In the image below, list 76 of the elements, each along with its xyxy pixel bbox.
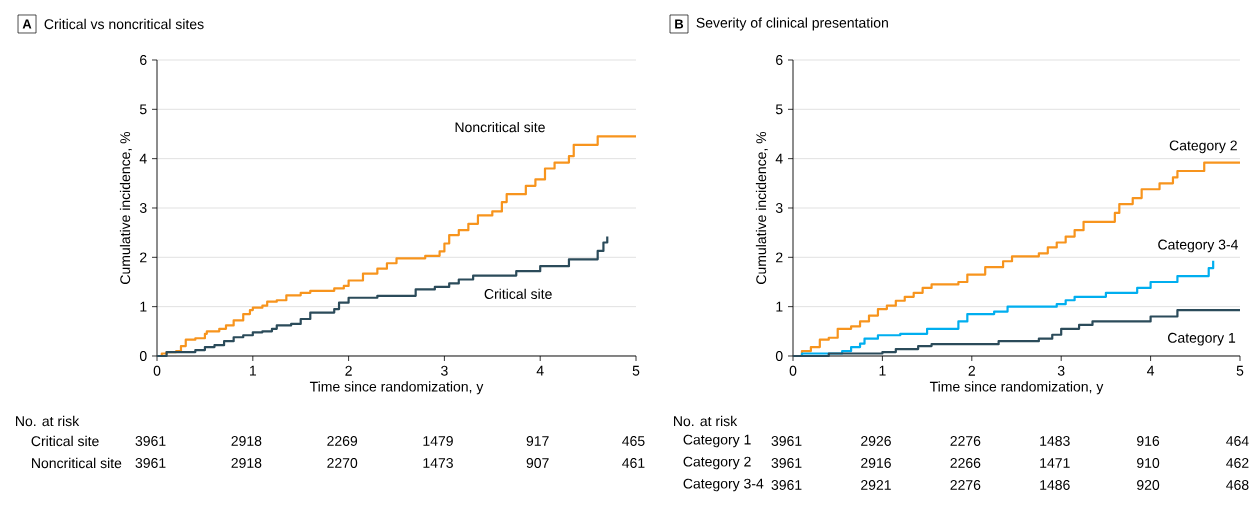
x-tick-label: 3 [1057, 365, 1065, 376]
x-axis-title: Time since randomization, y [929, 381, 1104, 395]
text: Category 3-4 [683, 478, 764, 492]
text: 3961 [771, 480, 802, 490]
x-tick-label: 0 [153, 365, 161, 376]
text: 3961 [135, 458, 166, 468]
y-tick-label: 2 [776, 252, 783, 263]
text: 2266 [950, 458, 981, 468]
text: 907 [526, 458, 549, 468]
text: 2276 [950, 436, 981, 446]
y-tick-label: 0 [775, 351, 783, 361]
x-tick-label: 0 [789, 365, 797, 376]
text: 917 [526, 436, 549, 446]
text: 465 [622, 436, 645, 446]
x-tick-label: 5 [632, 365, 640, 376]
text: 2276 [950, 480, 981, 490]
y-tick-label: 4 [139, 153, 147, 164]
x-tick-label: 1 [879, 365, 886, 376]
x-tick-label: 4 [536, 365, 544, 376]
x-tick-label: 5 [1236, 365, 1244, 376]
text: Noncritical site [455, 121, 545, 133]
x-tick-label: 2 [968, 365, 975, 376]
text: B [675, 19, 684, 29]
text: 462 [1226, 458, 1249, 468]
chart-title: Severity of clinical presentation [696, 17, 888, 31]
text: Noncritical site [32, 457, 122, 469]
series-label: Category 1 [1168, 332, 1236, 346]
text: 1483 [1040, 436, 1070, 446]
text: 2918 [231, 436, 262, 446]
text: No. at risk [16, 415, 80, 427]
y-tick-label: 3 [139, 203, 147, 213]
chart-title: Critical vs noncritical sites [44, 18, 204, 30]
text: 1471 [1040, 458, 1070, 468]
text: 468 [1226, 480, 1249, 490]
text: 910 [1137, 458, 1160, 468]
x-tick-label: 1 [249, 365, 257, 376]
text: 2269 [327, 436, 358, 446]
y-tick-label: 1 [776, 301, 783, 312]
y-tick-label: 5 [139, 104, 147, 115]
y-tick-label: 5 [775, 104, 783, 115]
text: Critical site [31, 435, 99, 447]
text: A [22, 19, 32, 29]
text: 464 [1226, 436, 1249, 446]
text: 2270 [327, 458, 358, 468]
y-tick-label: 6 [776, 55, 783, 65]
text: 461 [622, 458, 645, 468]
y-tick-label: 1 [140, 301, 147, 312]
y-tick-label: 3 [775, 203, 783, 213]
x-tick-label: 2 [345, 365, 352, 376]
text: 3961 [771, 436, 802, 446]
text: 920 [1137, 480, 1160, 490]
text: Category 2 [683, 456, 751, 470]
text: 3961 [135, 436, 166, 446]
text: 2918 [231, 458, 262, 468]
x-axis-title: Time since randomization, y [309, 381, 484, 395]
text: No. at risk [674, 415, 738, 427]
series-label: Critical site [484, 288, 552, 299]
x-tick-label: 4 [1147, 365, 1155, 376]
y-tick-label: 6 [140, 55, 147, 65]
text: 1479 [423, 436, 453, 446]
text: 1473 [423, 458, 453, 468]
y-tick-label: 0 [139, 351, 147, 361]
text: 2926 [861, 436, 891, 446]
text: Category 1 [683, 434, 751, 448]
text: 1486 [1040, 480, 1070, 490]
text: 916 [1137, 436, 1160, 446]
text: 2921 [861, 480, 891, 490]
y-tick-label: 4 [775, 153, 783, 164]
text: 3961 [771, 458, 802, 468]
y-axis-title: Cumulative incidence, % [755, 131, 768, 284]
text: 2916 [861, 458, 891, 468]
y-tick-label: 2 [140, 252, 147, 263]
series-label: Category 2 [1169, 140, 1237, 154]
series-label: Category 3-4 [1158, 239, 1239, 253]
x-tick-label: 3 [441, 365, 448, 376]
y-axis-title: Cumulative incidence, % [119, 131, 132, 284]
